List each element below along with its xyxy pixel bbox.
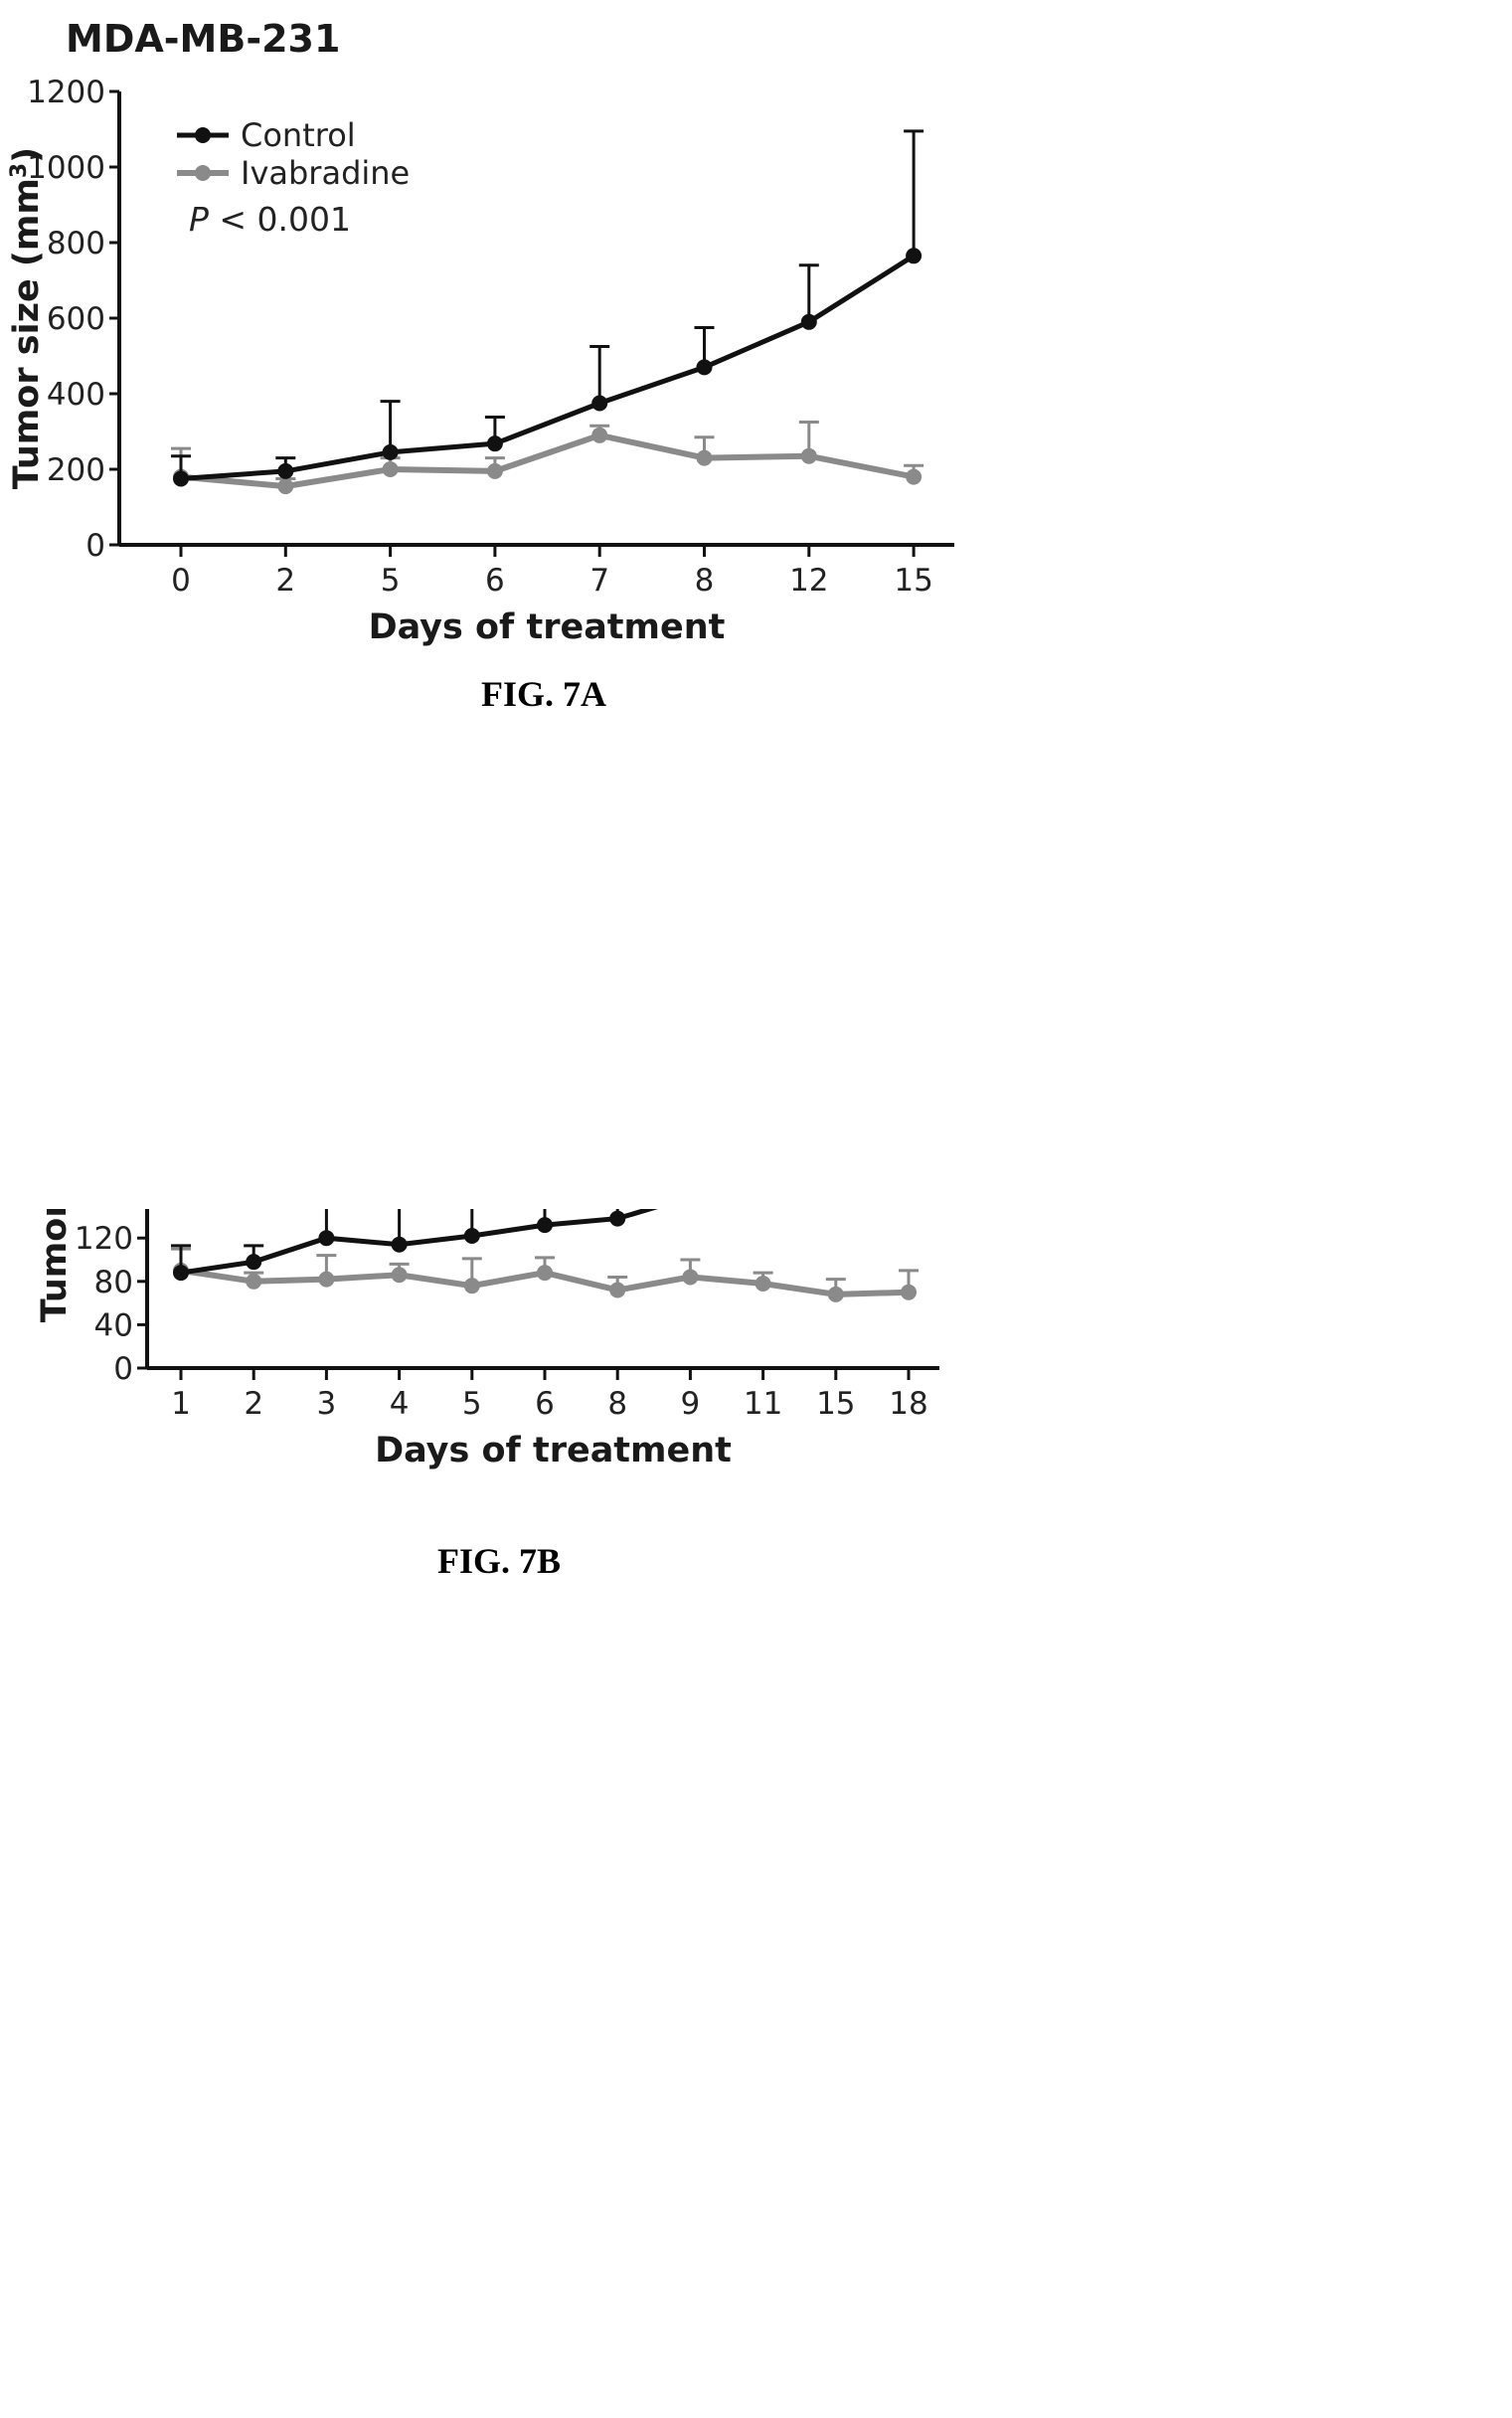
data-point bbox=[537, 1217, 553, 1234]
data-point bbox=[173, 1265, 189, 1282]
data-point bbox=[800, 313, 817, 330]
y-tick-label: 40 bbox=[94, 1307, 133, 1343]
data-point bbox=[827, 1286, 844, 1302]
legend-marker bbox=[195, 165, 211, 181]
y-tick-label: 1200 bbox=[27, 75, 105, 110]
x-axis-label: Days of treatment bbox=[369, 607, 726, 647]
data-point bbox=[609, 1210, 626, 1227]
legend-label: Control bbox=[241, 116, 356, 154]
data-point bbox=[609, 1282, 626, 1298]
x-tick-label: 8 bbox=[607, 1386, 627, 1422]
plot-group: MDA-MB-231 0 200 400 600 800 1000 1200 0 2 5 6 7 8 12 1… bbox=[7, 17, 954, 714]
figure-caption: FIG. 7A bbox=[481, 674, 606, 714]
x-tick-label: 11 bbox=[744, 1386, 782, 1422]
data-point bbox=[463, 1228, 480, 1245]
y-tick-label: 160 bbox=[75, 1209, 133, 1214]
y-tick-label: 600 bbox=[47, 301, 105, 337]
series-line bbox=[180, 432, 915, 490]
y-tick-label: 0 bbox=[85, 528, 105, 564]
p-value-annotation: P < 0.001 bbox=[189, 200, 351, 239]
x-tick-label: 15 bbox=[816, 1386, 855, 1422]
x-tick-label: 8 bbox=[695, 563, 715, 599]
data-point bbox=[486, 435, 503, 452]
data-point bbox=[391, 1236, 408, 1253]
x-tick-label: 0 bbox=[171, 563, 191, 599]
x-tick-label: 2 bbox=[244, 1386, 263, 1422]
y-tick-label: 800 bbox=[47, 226, 105, 261]
data-point bbox=[391, 1267, 408, 1284]
data-point bbox=[696, 359, 713, 376]
data-point bbox=[173, 470, 189, 487]
data-point bbox=[906, 248, 923, 264]
x-tick-label: 9 bbox=[681, 1386, 701, 1422]
figure-7b: MDA-MB-453040801201602002402803203604001… bbox=[0, 1209, 1512, 2418]
data-point bbox=[537, 1265, 553, 1282]
x-tick-label: 6 bbox=[535, 1386, 555, 1422]
x-tick-label: 15 bbox=[894, 563, 932, 599]
data-point bbox=[277, 478, 294, 495]
data-point bbox=[901, 1284, 917, 1300]
data-point bbox=[382, 443, 399, 460]
legend-marker bbox=[195, 127, 211, 143]
y-tick-label: 400 bbox=[47, 377, 105, 413]
series-control bbox=[171, 129, 924, 487]
series-ivabradine bbox=[171, 1247, 919, 1302]
y-tick-label: 1000 bbox=[27, 150, 105, 186]
data-point bbox=[277, 462, 294, 479]
figure-caption: FIG. 7B bbox=[437, 1541, 561, 1581]
data-point bbox=[682, 1269, 699, 1286]
x-tick-label: 1 bbox=[171, 1386, 191, 1422]
plot-group: MDA-MB-453040801201602002402803203604001… bbox=[35, 1209, 939, 1581]
x-tick-label: 2 bbox=[275, 563, 295, 599]
x-axis-label: Days of treatment bbox=[375, 1431, 732, 1470]
data-point bbox=[486, 462, 503, 479]
data-point bbox=[246, 1273, 262, 1290]
x-tick-label: 3 bbox=[317, 1386, 337, 1422]
data-point bbox=[318, 1271, 335, 1288]
data-point bbox=[696, 449, 713, 466]
data-point bbox=[318, 1230, 335, 1247]
y-tick-label: 80 bbox=[94, 1265, 133, 1300]
x-tick-label: 5 bbox=[381, 563, 401, 599]
data-point bbox=[800, 447, 817, 464]
y-tick-label: 0 bbox=[113, 1351, 133, 1387]
x-tick-label: 12 bbox=[789, 563, 828, 599]
data-point bbox=[906, 468, 923, 485]
data-point bbox=[591, 395, 608, 412]
data-point bbox=[246, 1254, 262, 1271]
legend-label: Ivabradine bbox=[241, 154, 410, 192]
y-axis-label: Tumor size (mm3) bbox=[35, 1209, 76, 1322]
figure-7a: MDA-MB-231 0 200 400 600 800 1000 1200 0 2 5 6 7 8 12 1… bbox=[7, 17, 954, 714]
chart-title: MDA-MB-231 bbox=[66, 17, 340, 61]
x-tick-label: 5 bbox=[462, 1386, 482, 1422]
x-tick-label: 7 bbox=[589, 563, 609, 599]
data-point bbox=[382, 461, 399, 477]
chart-7b: MDA-MB-453040801201602002402803203604001… bbox=[35, 1209, 939, 1581]
data-point bbox=[463, 1278, 480, 1295]
x-tick-label: 18 bbox=[889, 1386, 927, 1422]
data-point bbox=[591, 427, 608, 443]
series-control bbox=[171, 1209, 659, 1282]
y-tick-label: 200 bbox=[47, 452, 105, 488]
chart-7a: MDA-MB-231 0 200 400 600 800 1000 1200 0 2 5 6 7 8 12 1… bbox=[7, 17, 954, 714]
series-line bbox=[180, 254, 916, 481]
y-axis-label: Tumor size (mm3) bbox=[7, 147, 48, 489]
y-tick-label: 120 bbox=[75, 1221, 133, 1257]
data-point bbox=[755, 1275, 771, 1292]
x-tick-label: 6 bbox=[485, 563, 505, 599]
x-tick-label: 4 bbox=[390, 1386, 410, 1422]
